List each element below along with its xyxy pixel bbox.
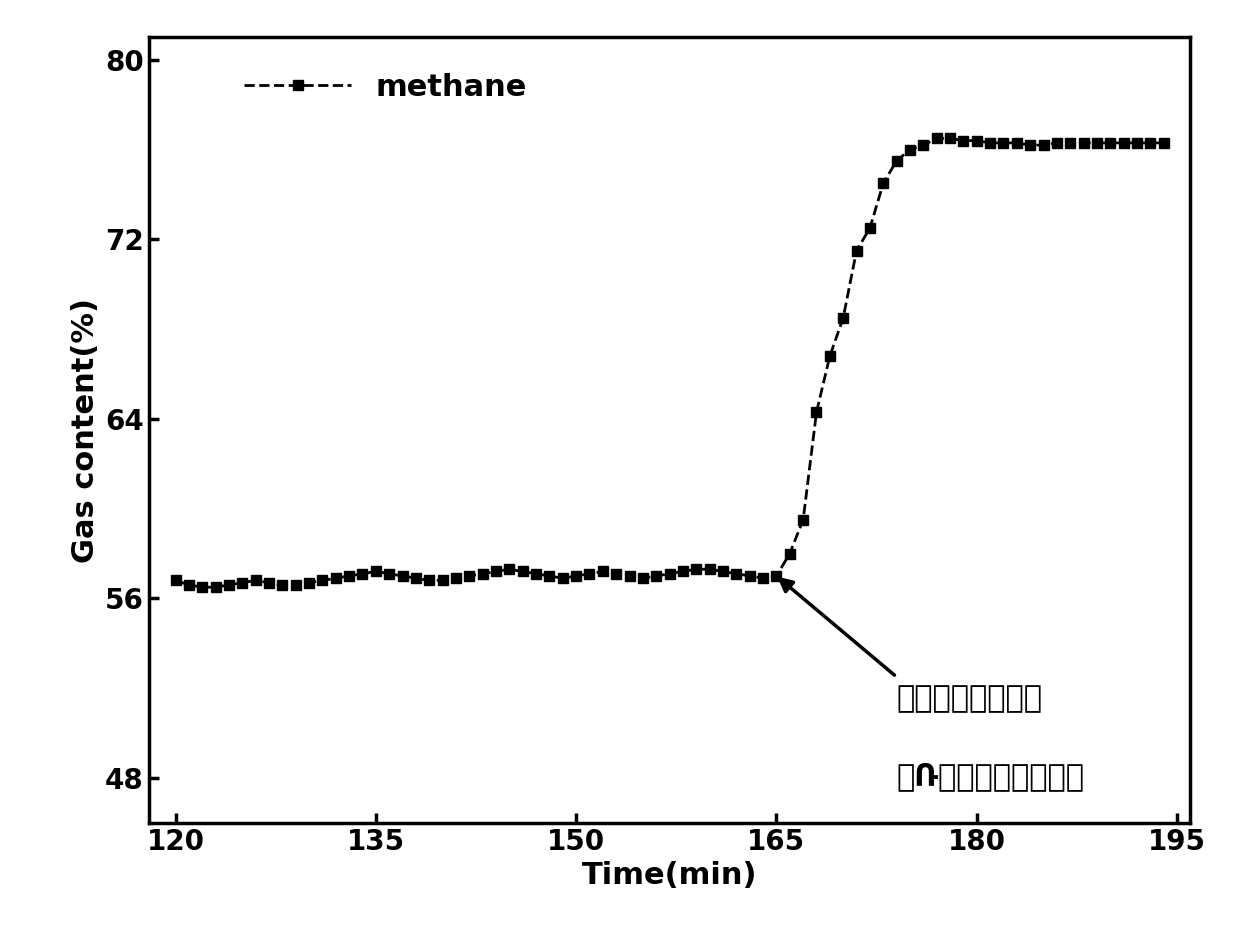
methane xyxy=(982,137,997,149)
methane xyxy=(1156,137,1171,149)
methane xyxy=(169,575,184,586)
methane xyxy=(942,133,957,144)
methane xyxy=(262,577,277,588)
methane xyxy=(970,135,985,146)
Line: methane: methane xyxy=(171,134,1168,592)
Y-axis label: Gas content(%): Gas content(%) xyxy=(71,297,99,563)
X-axis label: Time(min): Time(min) xyxy=(582,861,758,890)
methane xyxy=(929,133,944,144)
Legend: methane: methane xyxy=(232,61,539,114)
methane xyxy=(195,582,210,593)
methane xyxy=(1076,137,1091,149)
Text: 加入驯化好的含嘴: 加入驯化好的含嘴 xyxy=(897,683,1043,712)
Text: 吠Ռ呀红球菌的接种物: 吠Ռ呀红球菌的接种物 xyxy=(897,762,1085,791)
methane xyxy=(1009,137,1024,149)
